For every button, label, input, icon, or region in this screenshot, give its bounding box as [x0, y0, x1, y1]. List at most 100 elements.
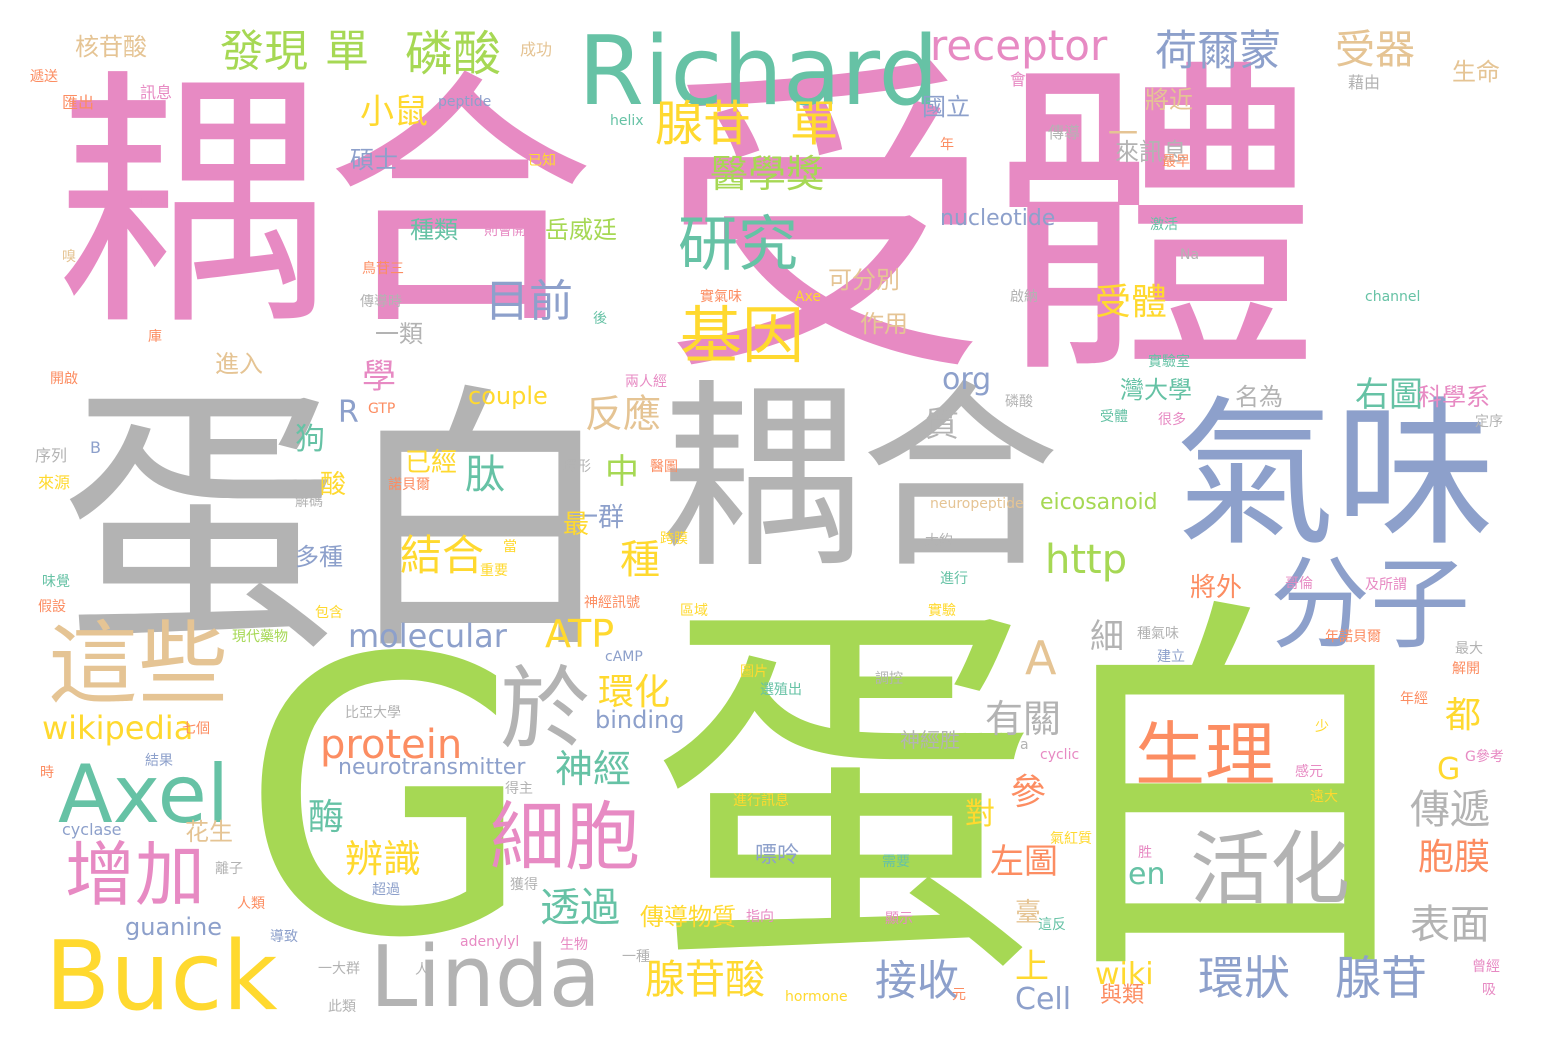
word-187: 氣紅質 [1050, 831, 1092, 847]
word-175: 七個 [182, 721, 210, 737]
word-117: Na [1180, 247, 1200, 263]
word-153: 跨膜 [660, 531, 688, 547]
word-128: 最早 [1162, 154, 1190, 170]
word-171: 圖片 [740, 664, 768, 680]
word-1: 受體 [660, 33, 1320, 417]
word-67: 上 [1015, 947, 1049, 987]
word-41: http [1045, 537, 1128, 583]
word-141: 啟納 [1010, 289, 1038, 305]
word-159: 神經訊號 [584, 595, 640, 611]
word-68: 對 [965, 797, 995, 832]
word-21: 發現 [220, 26, 308, 77]
word-195: 導致 [270, 929, 298, 945]
word-158: 包含 [315, 605, 343, 621]
word-76: nucleotide [940, 206, 1056, 231]
word-93: 作用 [860, 310, 908, 338]
word-190: 獲得 [510, 877, 538, 893]
word-90: 種類 [410, 216, 458, 244]
word-122: 匯出 [62, 93, 95, 112]
word-82: 多種 [295, 543, 343, 571]
word-181: 感元 [1295, 764, 1323, 780]
word-75: neurotransmitter [338, 755, 526, 780]
word-114: Axe [795, 289, 822, 305]
word-71: Cell [1015, 982, 1072, 1017]
word-173: 調控 [875, 671, 903, 687]
word-116: cyclic [1040, 747, 1080, 763]
word-58: G [1437, 752, 1461, 787]
word-42: ATP [545, 612, 615, 656]
word-156: 假設 [38, 599, 66, 615]
word-59: 參 [1010, 772, 1047, 813]
word-87: 將近 [1145, 86, 1193, 114]
word-152: 大約 [925, 533, 953, 549]
word-136: 來源 [38, 473, 71, 492]
word-169: 解開 [1452, 661, 1480, 677]
word-168: 最大 [1455, 641, 1483, 657]
word-130: 纖毛 [134, 193, 162, 209]
word-70: wiki [1095, 957, 1154, 992]
word-199: 人 [415, 962, 429, 978]
word-111: cyclase [62, 820, 122, 839]
word-15: 細胞 [490, 793, 641, 881]
word-163: 實驗 [928, 603, 956, 619]
word-110: cAMP [605, 649, 643, 665]
word-32: protein [320, 722, 463, 768]
word-65: 狗 [295, 422, 325, 457]
word-196: 生物 [560, 937, 588, 953]
word-88: 來訊息 [1115, 138, 1187, 166]
word-185: 需要 [882, 854, 910, 870]
word-69: en [1128, 857, 1166, 892]
word-145: 很多 [1158, 412, 1186, 428]
word-0: 耦合 [55, 47, 595, 362]
word-201: 此類 [328, 999, 356, 1015]
word-43: 環化 [598, 672, 671, 713]
word-157: 重要 [480, 563, 508, 579]
word-121: 訊息 [140, 83, 173, 102]
word-47: 反應 [585, 392, 662, 436]
word-56: 中 [605, 452, 639, 492]
word-39: 辨識 [345, 837, 422, 881]
word-198: 一大群 [318, 961, 360, 977]
word-103: 臺 [1015, 898, 1042, 928]
word-101: 嘌呤 [755, 843, 800, 868]
word-6: 氣味 [1175, 381, 1496, 568]
word-204: 遞送 [30, 69, 58, 85]
word-186: 胜 [1138, 845, 1152, 861]
word-74: binding [595, 706, 685, 734]
word-63: org [942, 362, 992, 397]
word-13: 生理 [1135, 714, 1275, 796]
word-96: 生命 [1452, 58, 1500, 86]
word-89: 碩士 [350, 146, 398, 174]
word-113: hormone [785, 989, 848, 1005]
word-191: 指向 [746, 909, 774, 925]
word-174: 比亞大學 [345, 705, 401, 721]
word-19: 基因 [680, 299, 805, 372]
word-84: 灣大學 [1120, 376, 1192, 404]
word-180: 少 [1315, 719, 1329, 735]
word-162: 哥倫 [1285, 576, 1313, 592]
word-81: 一類 [375, 320, 423, 348]
word-20: receptor [930, 21, 1108, 70]
word-112: adenylyl [460, 934, 520, 950]
word-142: 兩人經 [625, 374, 667, 390]
word-124: 傳導 [1048, 123, 1081, 142]
word-36: 接收 [875, 956, 960, 1005]
word-48: 傳遞 [1410, 787, 1490, 833]
word-73: couple [468, 382, 548, 410]
word-177: 時 [40, 765, 54, 781]
word-4: G [240, 578, 535, 1021]
word-38: 透過 [540, 885, 620, 931]
word-115: neuropeptide [930, 496, 1024, 512]
word-182: 遠大 [1310, 789, 1338, 805]
word-57: 都 [1445, 695, 1482, 736]
word-167: 年諾貝爾 [1325, 629, 1381, 645]
word-35: 腺苷 [1335, 951, 1427, 1005]
word-52: 左圖 [990, 842, 1058, 882]
word-144: 受體 [1100, 409, 1128, 425]
word-106: peptide [438, 94, 492, 110]
word-86: 名為 [1235, 383, 1283, 411]
word-3: 耦合 [660, 363, 1061, 596]
word-164: 及所謂 [1365, 577, 1407, 593]
word-129: 激活 [1150, 217, 1178, 233]
